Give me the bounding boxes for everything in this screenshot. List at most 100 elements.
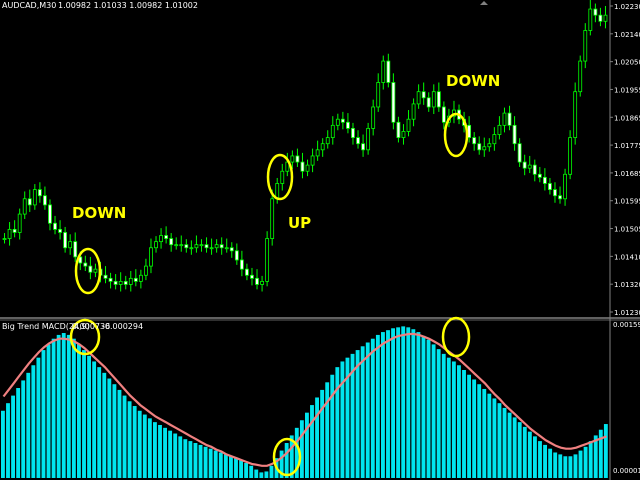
candle-body	[37, 189, 42, 197]
candle-body	[300, 161, 305, 172]
candle-body	[88, 265, 93, 273]
histogram-bar	[294, 427, 299, 478]
signal-line	[2, 332, 607, 467]
candle-body	[224, 247, 229, 250]
histogram-bar	[431, 344, 436, 478]
candle-body	[270, 198, 275, 239]
candle-body	[522, 161, 527, 169]
candle-body	[285, 161, 290, 172]
histogram-bar	[310, 405, 314, 478]
candle-body	[58, 228, 62, 233]
candle-body	[583, 30, 588, 62]
candle-body	[492, 134, 497, 145]
histogram-bar	[71, 338, 76, 478]
candle-body	[7, 228, 12, 239]
histogram-bar	[61, 333, 66, 478]
histogram-bar	[244, 462, 249, 478]
histogram-bar	[36, 357, 41, 478]
histogram-bar	[31, 365, 36, 478]
candle-body	[22, 198, 27, 215]
candle-body	[209, 247, 214, 250]
histogram-bar	[406, 327, 411, 478]
histogram-bar	[92, 361, 97, 478]
histogram-bar	[122, 395, 127, 478]
histogram-bar	[153, 422, 157, 478]
candle-body	[356, 137, 360, 145]
highlight-circle-indicator-left	[69, 318, 101, 356]
histogram-bar	[487, 393, 492, 478]
candle-body	[305, 164, 310, 172]
candle-body	[472, 137, 477, 145]
candle-body	[260, 280, 264, 285]
candle-body	[487, 143, 492, 148]
candle-body	[542, 176, 547, 184]
histogram-bar	[467, 374, 471, 478]
candle-body	[593, 8, 598, 16]
candle-body	[426, 97, 431, 108]
histogram-bar	[208, 448, 213, 478]
histogram-bar	[477, 384, 482, 478]
price-tick-label: 1.01865	[614, 114, 640, 122]
histogram-bar	[6, 403, 10, 478]
histogram-bar	[482, 388, 487, 478]
histogram-bar	[102, 372, 107, 478]
candle-body	[537, 173, 542, 178]
histogram-bar	[411, 329, 416, 478]
candle-body	[133, 277, 138, 282]
histogram-bar	[97, 367, 102, 478]
price-tick-label: 1.01685	[614, 170, 640, 178]
histogram-bar	[543, 444, 547, 478]
candle-body	[346, 121, 350, 129]
candle-body	[179, 244, 184, 247]
candle-body	[154, 241, 158, 249]
candle-body	[32, 189, 37, 206]
highlight-circle-up	[266, 153, 294, 201]
histogram-bar	[234, 458, 238, 478]
highlight-circle-down-right	[443, 112, 469, 158]
candle-body	[603, 14, 608, 22]
candle-body	[164, 235, 169, 239]
histogram-bar	[548, 448, 553, 478]
histogram-bar	[107, 378, 112, 478]
histogram-bar	[558, 454, 563, 478]
histogram-bar	[218, 452, 223, 478]
candle-body	[280, 170, 285, 184]
candle-body	[108, 277, 113, 282]
histogram-bar	[26, 372, 31, 478]
candle-body	[421, 91, 426, 99]
histogram-bar	[11, 395, 15, 478]
candle-body	[295, 155, 300, 163]
histogram-bar	[82, 350, 86, 478]
histogram-bar	[598, 429, 603, 478]
histogram-bar	[117, 389, 122, 478]
annotation-up: UP	[288, 214, 312, 232]
histogram-bar	[593, 435, 598, 478]
candle-body	[73, 241, 78, 258]
candle-body	[497, 124, 502, 135]
ohlc-readout: 1.00982 1.01033 1.00982 1.01002	[58, 1, 198, 10]
candle-body	[335, 118, 340, 126]
histogram-bar	[173, 433, 178, 478]
highlight-circle-indicator-mid	[272, 437, 302, 477]
histogram-bar	[1, 410, 5, 478]
histogram-bar	[370, 338, 375, 478]
histogram-bar	[21, 380, 26, 478]
candle-body	[578, 60, 583, 93]
candle-body	[229, 247, 234, 252]
price-tick-label: 1.01410	[614, 253, 640, 261]
candle-body	[199, 244, 204, 247]
histogram-bar	[229, 456, 233, 478]
candle-body	[340, 118, 345, 123]
candle-body	[103, 274, 108, 279]
candle-body	[563, 173, 567, 200]
candle-body	[159, 235, 163, 243]
candle-body	[245, 268, 249, 276]
histogram-bar	[360, 346, 365, 478]
histogram-bar	[163, 427, 167, 478]
histogram-bar	[375, 334, 380, 478]
histogram-bar	[330, 374, 335, 478]
symbol-label: AUDCAD,M30	[2, 1, 57, 10]
candle-body	[93, 268, 98, 273]
